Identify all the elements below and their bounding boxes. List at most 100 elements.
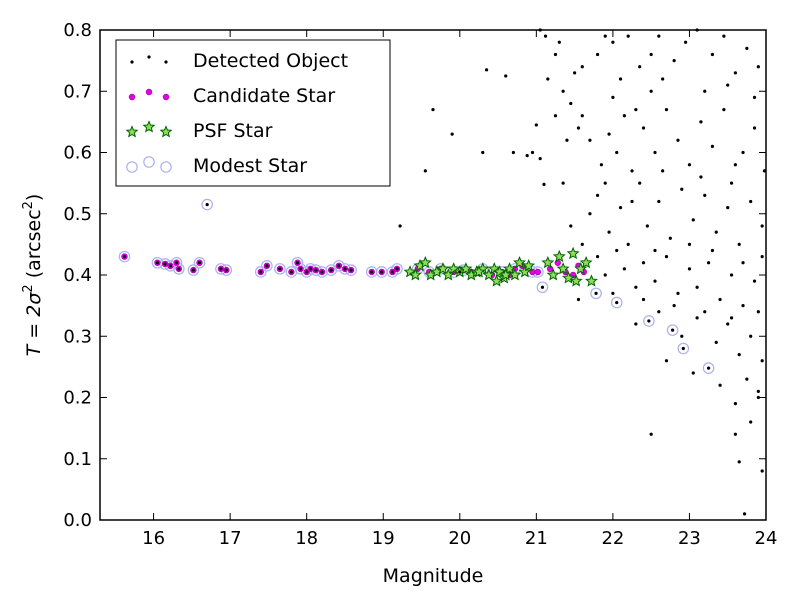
y-axis-title: T = 2σ2 (arcsec2) bbox=[21, 194, 45, 357]
detected-object-point bbox=[710, 144, 715, 148]
detected-object-point bbox=[684, 40, 688, 44]
detected-object-point bbox=[752, 126, 757, 130]
detected-object-point bbox=[569, 224, 573, 228]
detected-object-point bbox=[737, 353, 741, 357]
x-axis-title: Magnitude bbox=[383, 565, 484, 587]
legend-marker bbox=[143, 156, 155, 168]
detected-object-point bbox=[733, 163, 737, 167]
detected-object-point bbox=[450, 132, 454, 136]
legend: Detected Object Candidate Star PSF Star Mod… bbox=[115, 39, 391, 187]
detected-object-point bbox=[622, 114, 626, 118]
detected-object-point bbox=[504, 74, 508, 78]
detected-object-point bbox=[177, 267, 181, 271]
detected-object-point bbox=[595, 193, 600, 197]
modest-star-point bbox=[261, 260, 273, 272]
psf-star-point bbox=[584, 274, 598, 287]
detected-object-point bbox=[155, 261, 160, 265]
psf-star-point bbox=[490, 274, 504, 287]
detected-object-point bbox=[749, 334, 753, 338]
detected-object-point bbox=[320, 270, 324, 274]
psf-star-point bbox=[522, 259, 536, 272]
legend-marker bbox=[159, 125, 173, 138]
detected-object-point bbox=[611, 95, 615, 99]
detected-object-point bbox=[576, 297, 581, 302]
detected-object-point bbox=[259, 270, 263, 274]
y-tick-label: 0.8 bbox=[63, 20, 92, 41]
y-tick-label: 0.6 bbox=[63, 143, 92, 164]
psf-star-point bbox=[459, 262, 473, 275]
legend-box bbox=[115, 39, 391, 187]
modest-star-point bbox=[118, 250, 131, 263]
detected-object-point bbox=[603, 273, 607, 277]
detected-object-point bbox=[664, 359, 669, 363]
detected-object-point bbox=[676, 138, 680, 142]
psf-star-point bbox=[546, 268, 560, 281]
detected-object-point bbox=[760, 359, 764, 363]
detected-object-point bbox=[729, 316, 734, 320]
detected-object-point bbox=[645, 224, 649, 228]
detected-object-point bbox=[542, 182, 546, 186]
x-tick-label: 20 bbox=[448, 528, 471, 549]
y-tick-label: 0.3 bbox=[63, 326, 92, 347]
detected-object-point bbox=[749, 420, 753, 424]
detected-object-point bbox=[742, 512, 747, 516]
detected-object-point bbox=[305, 270, 309, 274]
psf-star-point bbox=[408, 268, 422, 281]
detected-object-point bbox=[569, 101, 573, 106]
detected-object-point bbox=[756, 395, 760, 400]
modest-star-point bbox=[590, 287, 602, 300]
detected-object-point bbox=[553, 114, 558, 118]
detected-object-point bbox=[534, 123, 538, 127]
detected-object-point bbox=[641, 261, 646, 265]
legend-marker bbox=[130, 60, 134, 64]
detected-object-point bbox=[197, 261, 202, 265]
detected-object-point bbox=[615, 300, 619, 305]
detected-object-point bbox=[687, 242, 692, 246]
x-tick-label: 17 bbox=[219, 528, 242, 549]
detected-object-point bbox=[756, 65, 760, 69]
detected-object-point bbox=[626, 242, 630, 246]
axis-ticks: 16 17 18 19 20 21 22 23 24 0.0 0.1 0.2 0.3 0.4 0.5 0.6 0… bbox=[63, 20, 777, 549]
x-tick-label: 16 bbox=[142, 528, 165, 549]
legend-marker bbox=[125, 125, 139, 138]
y-tick-label: 0.5 bbox=[63, 204, 92, 225]
detected-object-point bbox=[588, 138, 592, 142]
detected-object-point bbox=[634, 322, 638, 326]
detected-object-point bbox=[680, 187, 684, 191]
detected-object-point bbox=[603, 34, 607, 38]
detected-object-point bbox=[607, 132, 611, 136]
detected-object-point bbox=[672, 304, 676, 308]
detected-object-point bbox=[668, 236, 672, 240]
detected-object-point bbox=[687, 267, 692, 271]
y-axis-title-group: T = 2σ2 (arcsec2) bbox=[21, 194, 45, 357]
detected-object-point bbox=[745, 377, 749, 381]
detected-object-point bbox=[641, 297, 646, 302]
modest-star-point bbox=[610, 296, 623, 309]
detected-object-point bbox=[607, 230, 611, 234]
detected-object-point bbox=[594, 291, 598, 295]
y-axis-title-sup1: 2 bbox=[21, 284, 36, 292]
detected-object-point bbox=[565, 138, 569, 142]
detected-object-point bbox=[649, 432, 653, 436]
detected-object-point bbox=[122, 255, 127, 259]
detected-object-point bbox=[538, 157, 542, 161]
detected-object-point bbox=[380, 270, 384, 274]
y-tick-label: 0.1 bbox=[63, 449, 92, 470]
detected-object-point bbox=[511, 150, 515, 155]
detected-object-point bbox=[653, 150, 657, 155]
detected-object-point bbox=[703, 310, 707, 314]
psf-star-point bbox=[556, 262, 570, 275]
candidate-star-point bbox=[534, 268, 542, 276]
detected-object-point bbox=[634, 285, 638, 289]
detected-object-point bbox=[664, 108, 669, 112]
detected-object-point bbox=[580, 242, 584, 246]
y-tick-label: 0.2 bbox=[63, 388, 92, 409]
detected-object-point bbox=[615, 150, 619, 155]
detected-object-point bbox=[722, 34, 726, 38]
modest-star-point bbox=[193, 256, 206, 269]
x-tick-label: 19 bbox=[372, 528, 395, 549]
detected-object-point bbox=[710, 248, 715, 253]
detected-object-point bbox=[329, 268, 333, 272]
points-layer bbox=[118, 28, 767, 516]
detected-object-point bbox=[314, 268, 318, 272]
